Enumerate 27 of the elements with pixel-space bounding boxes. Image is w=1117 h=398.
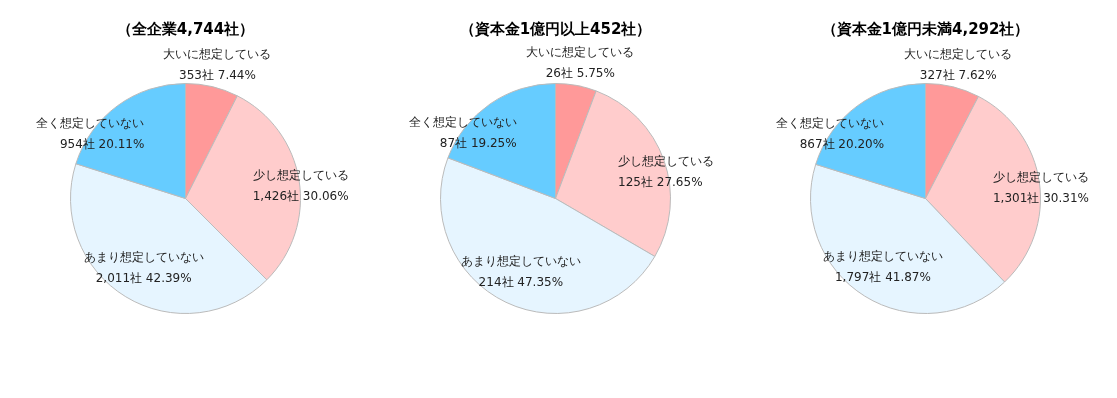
data-label: 327社 7.62% bbox=[919, 67, 997, 82]
data-label: 954社 20.11% bbox=[59, 137, 145, 152]
data-label: 1,301社 30.31% bbox=[992, 190, 1089, 205]
data-label: 125社 27.65% bbox=[618, 175, 703, 190]
slice-label: 全く想定していない bbox=[776, 116, 885, 131]
data-label: 214社 47.35% bbox=[478, 274, 564, 289]
slice-label: あまり想定していない bbox=[460, 253, 581, 268]
data-label: 353社 7.44% bbox=[179, 67, 256, 82]
slice-label: 少し想定している bbox=[992, 169, 1089, 184]
slice-label: 全く想定していない bbox=[36, 116, 145, 131]
slice-label: 少し想定している bbox=[252, 168, 349, 183]
slice-label: 大いに想定している bbox=[904, 46, 1013, 61]
slice-label: あまり想定していない bbox=[83, 249, 204, 264]
data-label: 1,426社 30.06% bbox=[252, 189, 349, 204]
slice-label: あまり想定していない bbox=[822, 249, 943, 264]
slice-label: 少し想定している bbox=[618, 154, 715, 169]
data-label: 87社 19.25% bbox=[439, 135, 517, 150]
chart-title: （資本金1億円以上452社） bbox=[459, 19, 652, 38]
slice-label: 全く想定していない bbox=[408, 114, 517, 129]
data-label: 2,011社 42.39% bbox=[95, 270, 192, 285]
data-label: 1,797社 41.87% bbox=[834, 270, 931, 285]
slice-label: 大いに想定している bbox=[163, 46, 272, 61]
data-label: 26社 5.75% bbox=[545, 66, 615, 81]
chart-title: （資本金1億円未満4,292社） bbox=[821, 19, 1030, 38]
slice-label: 大いに想定している bbox=[526, 45, 635, 60]
data-label: 867社 20.20% bbox=[799, 137, 885, 152]
chart-title: （全企業4,744社） bbox=[116, 19, 255, 38]
